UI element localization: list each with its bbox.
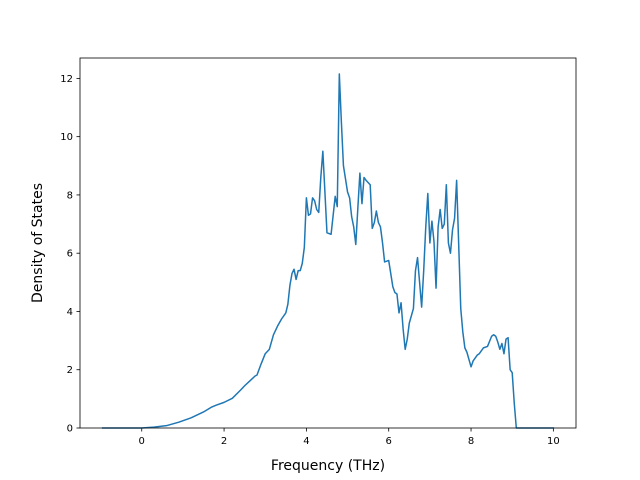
y-axis-ticks: 0 2 4 6 8 10 12 (60, 74, 80, 435)
y-tick-label: 4 (67, 307, 73, 318)
x-tick-label: 0 (139, 436, 145, 447)
plot-area (80, 58, 576, 428)
x-tick-label: 4 (303, 436, 309, 447)
y-tick-label: 6 (67, 249, 73, 260)
x-tick-label: 6 (386, 436, 392, 447)
y-axis-label: Density of States (30, 183, 46, 303)
x-tick-label: 8 (468, 436, 474, 447)
x-tick-label: 10 (547, 436, 560, 447)
y-tick-label: 10 (60, 132, 73, 143)
y-tick-label: 12 (60, 74, 73, 85)
y-tick-label: 8 (67, 190, 73, 201)
y-tick-label: 2 (67, 365, 73, 376)
x-tick-label: 2 (221, 436, 227, 447)
dos-series-line (101, 73, 555, 429)
x-axis-label: Frequency (THz) (271, 458, 385, 474)
plot-frame (79, 57, 577, 429)
x-axis-ticks: 0 2 4 6 8 10 (139, 428, 560, 447)
y-tick-label: 0 (67, 424, 73, 435)
